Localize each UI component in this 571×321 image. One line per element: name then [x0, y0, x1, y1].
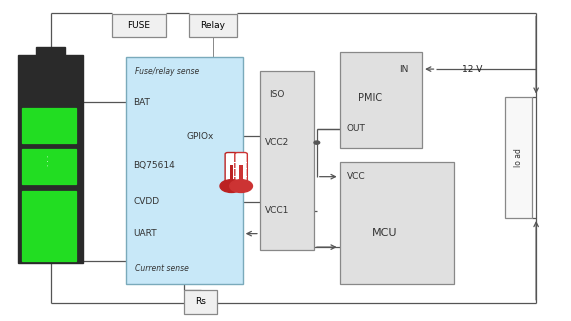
FancyBboxPatch shape — [340, 52, 422, 148]
Text: IN: IN — [399, 65, 408, 74]
FancyBboxPatch shape — [22, 149, 77, 185]
Text: UART: UART — [133, 229, 156, 238]
Text: PMIC: PMIC — [358, 93, 382, 103]
Text: OUT: OUT — [346, 124, 365, 133]
Circle shape — [220, 180, 243, 193]
Text: Fuse/relay sense: Fuse/relay sense — [135, 67, 200, 76]
Text: VCC2: VCC2 — [266, 138, 289, 147]
Circle shape — [230, 180, 252, 193]
FancyBboxPatch shape — [243, 177, 247, 178]
Text: Rs: Rs — [195, 298, 206, 307]
FancyBboxPatch shape — [36, 47, 65, 55]
FancyBboxPatch shape — [22, 191, 77, 226]
FancyBboxPatch shape — [234, 162, 238, 163]
FancyBboxPatch shape — [340, 162, 453, 283]
FancyBboxPatch shape — [18, 55, 83, 263]
FancyBboxPatch shape — [126, 56, 243, 283]
FancyBboxPatch shape — [234, 177, 238, 178]
Text: FUSE: FUSE — [127, 22, 150, 30]
FancyBboxPatch shape — [22, 226, 77, 261]
Text: MCU: MCU — [372, 228, 397, 238]
FancyBboxPatch shape — [22, 108, 77, 143]
Circle shape — [314, 141, 320, 144]
Text: · · ·: · · · — [46, 155, 52, 166]
FancyBboxPatch shape — [243, 162, 247, 163]
Text: VCC: VCC — [347, 172, 365, 181]
FancyBboxPatch shape — [225, 152, 238, 188]
FancyBboxPatch shape — [505, 97, 532, 218]
FancyBboxPatch shape — [112, 14, 166, 38]
Text: BAT: BAT — [133, 98, 150, 107]
FancyBboxPatch shape — [260, 71, 314, 250]
Text: CVDD: CVDD — [133, 197, 159, 206]
FancyBboxPatch shape — [230, 165, 233, 186]
Text: Relay: Relay — [200, 22, 226, 30]
Text: ISO: ISO — [270, 90, 285, 99]
Text: 12 V: 12 V — [462, 65, 482, 74]
FancyBboxPatch shape — [239, 165, 243, 186]
FancyBboxPatch shape — [235, 152, 247, 188]
Text: lo ad: lo ad — [514, 148, 523, 167]
Text: BQ75614: BQ75614 — [133, 161, 175, 170]
FancyBboxPatch shape — [184, 290, 217, 314]
Text: GPIOx: GPIOx — [187, 132, 214, 141]
Text: VCC1: VCC1 — [266, 206, 289, 215]
FancyBboxPatch shape — [188, 14, 237, 38]
Text: Current sense: Current sense — [135, 264, 189, 273]
